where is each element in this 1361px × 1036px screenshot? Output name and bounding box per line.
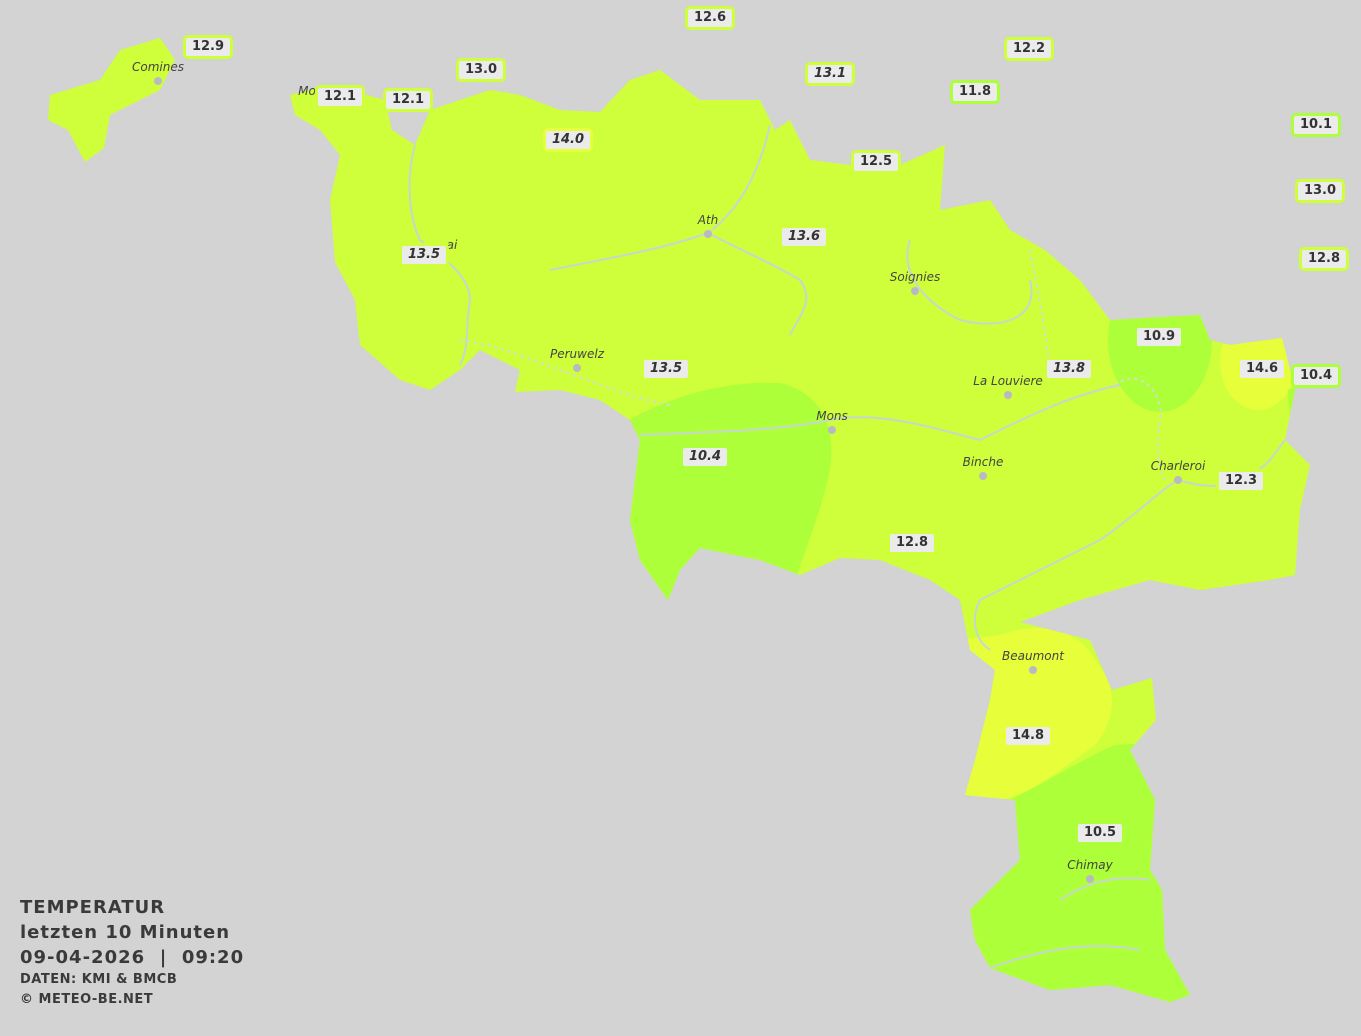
city-dot (1086, 875, 1094, 883)
city-label: Peruwelz (550, 347, 604, 361)
station-temperature-label[interactable]: 10.4 (679, 445, 731, 469)
station-temperature-label[interactable]: 10.4 (1290, 364, 1342, 388)
city-dot (573, 364, 581, 372)
station-temperature-label[interactable]: 10.1 (1290, 113, 1342, 137)
station-temperature-label[interactable]: 12.9 (182, 35, 234, 59)
station-temperature-label[interactable]: 12.5 (850, 150, 902, 174)
city-dot (828, 426, 836, 434)
city-dot (154, 77, 162, 85)
city-label: Mons (816, 409, 848, 423)
city-label: La Louviere (973, 374, 1043, 388)
borders (459, 249, 1166, 481)
city-label: Binche (962, 455, 1004, 469)
city-label: ai (446, 238, 458, 252)
city-label: Comines (132, 60, 184, 74)
station-temperature-label[interactable]: 12.1 (314, 85, 366, 109)
city-label: Soignies (889, 270, 941, 284)
legend-datetime: 09-04-2026 | 09:20 (20, 945, 244, 970)
legend-time: 09:20 (181, 947, 245, 968)
station-temperature-label[interactable]: 13.1 (804, 62, 856, 86)
station-temperature-label[interactable]: 13.0 (1294, 179, 1346, 203)
station-temperature-label[interactable]: 12.8 (886, 531, 938, 555)
city-dot (979, 472, 987, 480)
station-temperature-label[interactable]: 10.9 (1133, 325, 1185, 349)
legend-title: TEMPERATUR (20, 897, 166, 918)
region-comines (48, 38, 175, 162)
city-label: Chimay (1067, 858, 1113, 872)
city-label: Beaumont (1002, 649, 1064, 663)
station-temperature-label[interactable]: 14.8 (1002, 724, 1054, 748)
station-temperature-label[interactable]: 11.8 (949, 80, 1001, 104)
legend-source: DATEN: KMI & BMCB (20, 972, 178, 987)
map-legend: TEMPERATUR letzten 10 Minuten 09-04-2026… (20, 896, 244, 1010)
station-temperature-label[interactable]: 13.0 (455, 58, 507, 82)
city-label: Charleroi (1150, 459, 1206, 473)
legend-separator: | (159, 947, 168, 968)
legend-period: letzten 10 Minuten (20, 922, 231, 943)
city-label: Ath (697, 213, 719, 227)
zone-cool-mons (600, 382, 832, 620)
station-temperature-label[interactable]: 12.2 (1003, 37, 1055, 61)
legend-copyright: © METEO-BE.NET (20, 992, 154, 1007)
station-temperature-label[interactable]: 12.3 (1215, 469, 1267, 493)
station-temperature-label[interactable]: 13.5 (398, 243, 450, 267)
station-temperature-label[interactable]: 14.0 (542, 128, 594, 152)
station-temperature-label[interactable]: 14.6 (1236, 357, 1288, 381)
station-temperature-label[interactable]: 13.6 (778, 225, 830, 249)
station-temperature-label[interactable]: 12.8 (1298, 247, 1350, 271)
station-temperature-label[interactable]: 10.5 (1074, 821, 1126, 845)
city-dot (704, 230, 712, 238)
legend-date: 09-04-2026 (20, 947, 146, 968)
station-temperature-label[interactable]: 12.1 (382, 88, 434, 112)
city-dot (1029, 666, 1037, 674)
station-temperature-label[interactable]: 13.8 (1043, 357, 1095, 381)
city-dot (1174, 476, 1182, 484)
city-label: Mo (298, 84, 316, 98)
city-dot (911, 287, 919, 295)
city-dot (1004, 391, 1012, 399)
city-dots (154, 77, 1182, 883)
station-temperature-label[interactable]: 13.5 (640, 357, 692, 381)
station-temperature-label[interactable]: 12.6 (684, 6, 736, 30)
